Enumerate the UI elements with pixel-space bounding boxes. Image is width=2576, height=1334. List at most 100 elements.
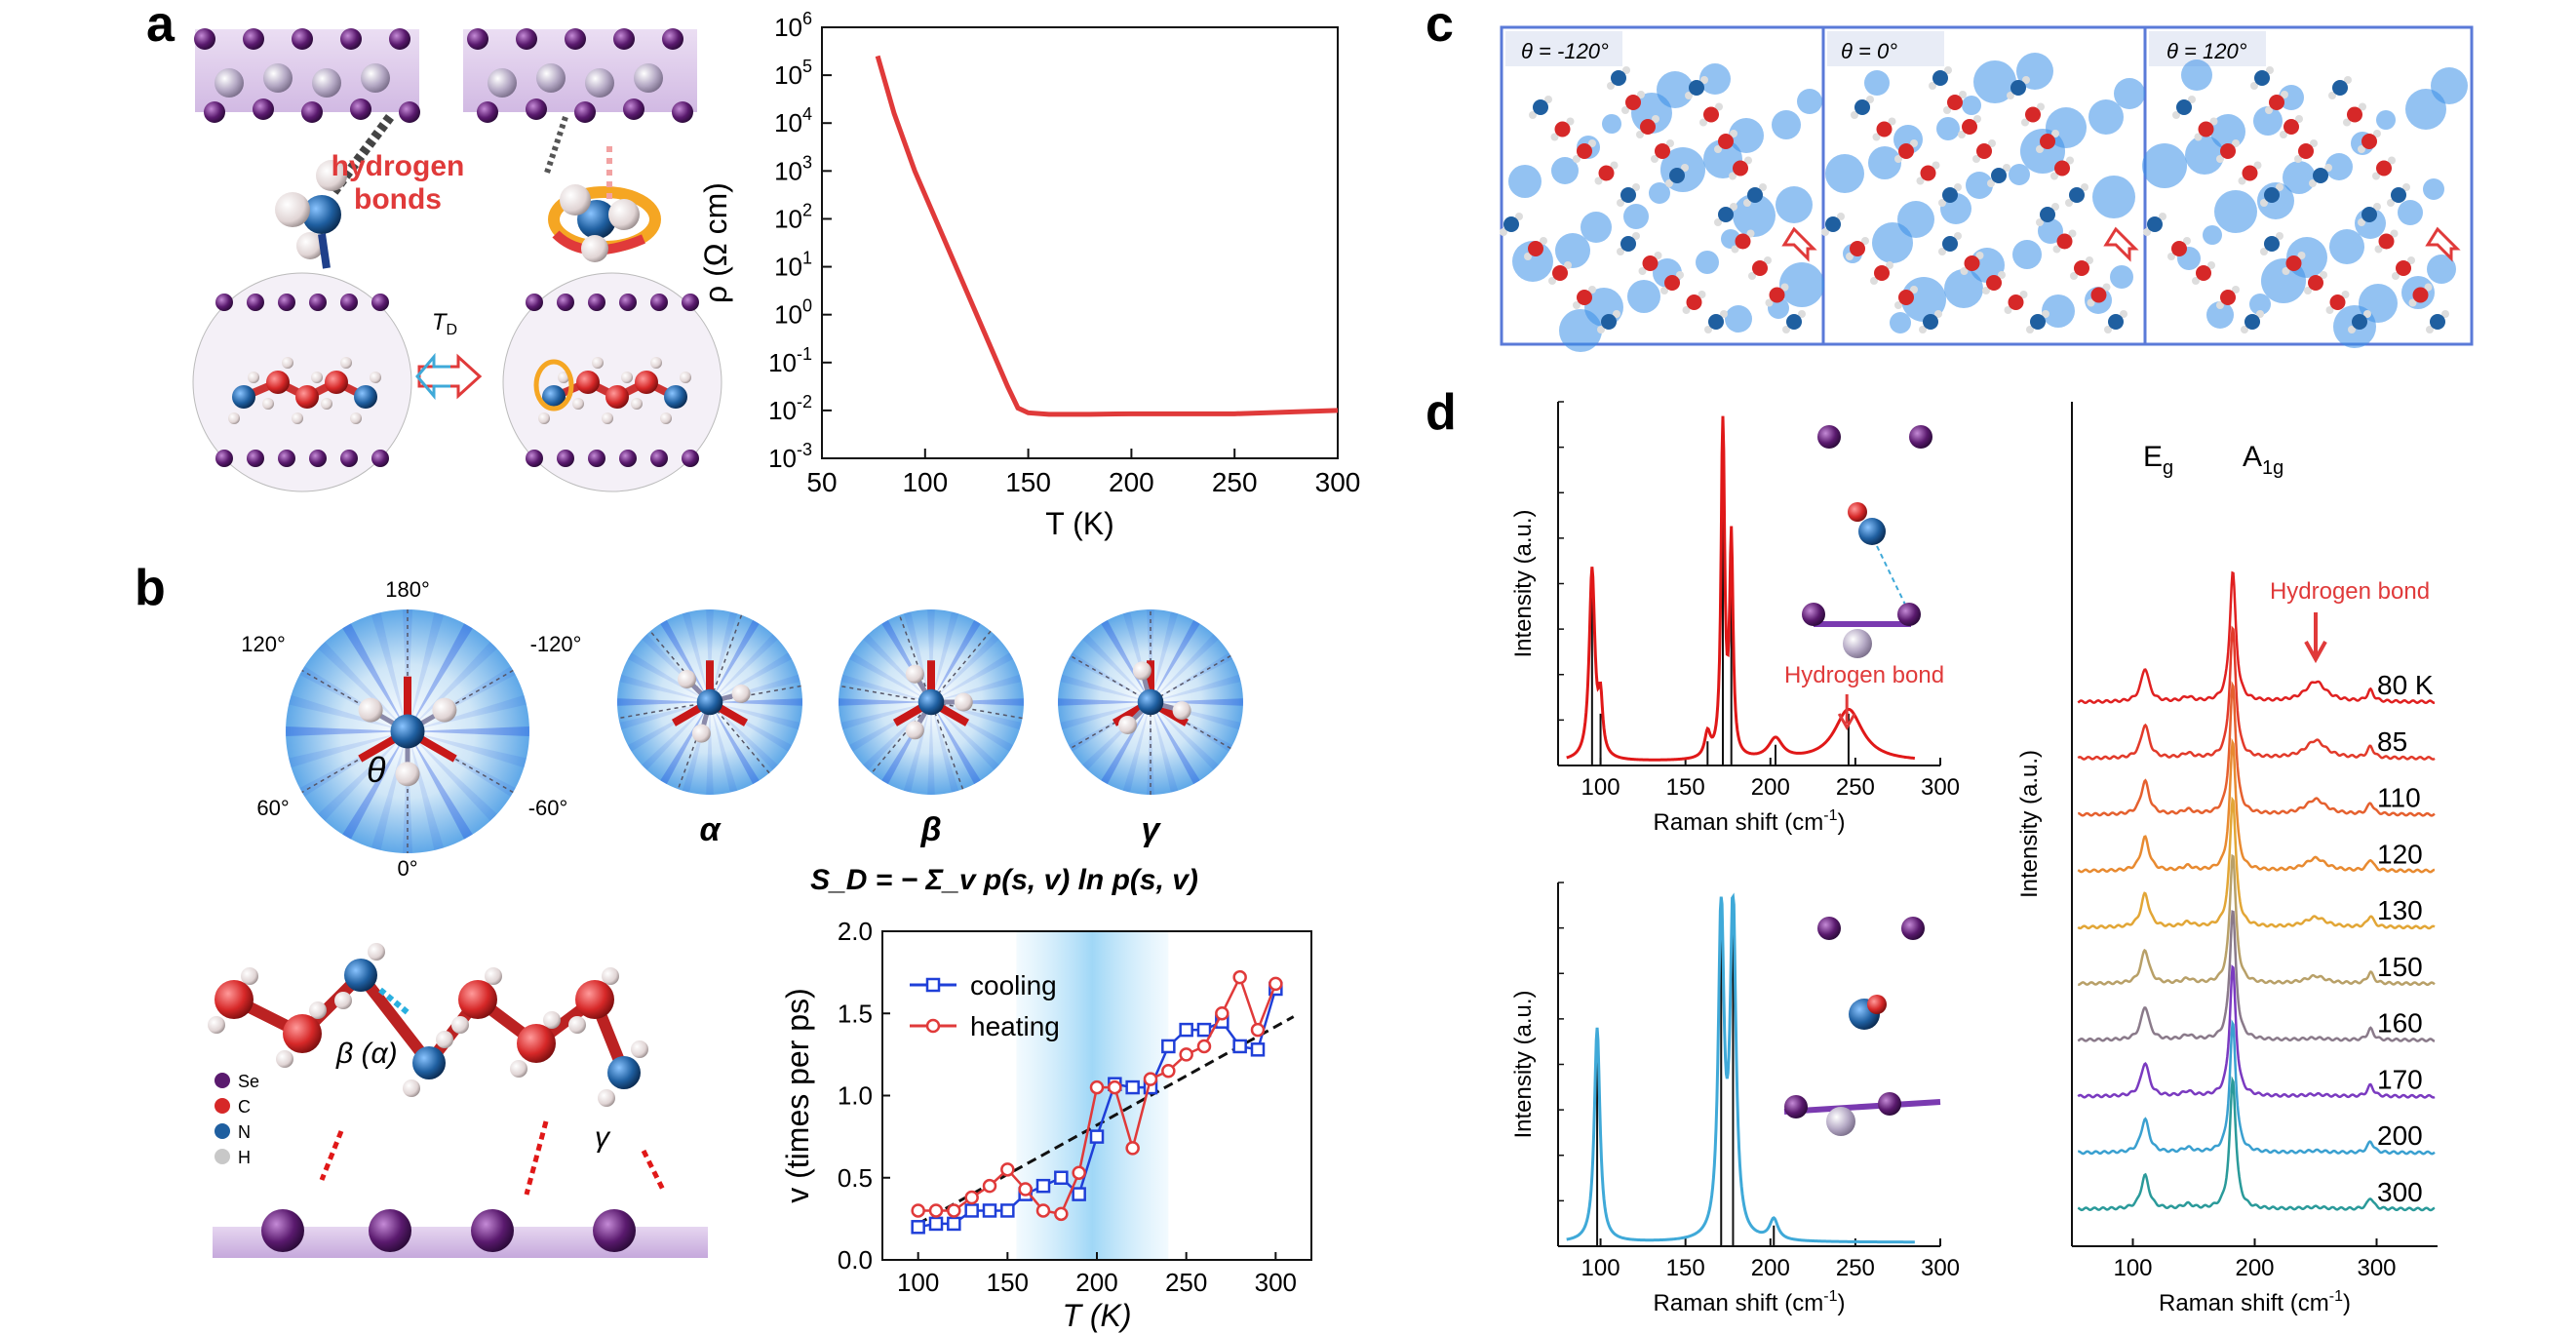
raman-exp-xtick: 300: [2357, 1255, 2396, 1281]
circle-left: [192, 272, 412, 492]
raman-exp-xlabel: Raman shift (cm-1): [2159, 1288, 2351, 1316]
raman-xtick: 100: [1581, 1255, 1620, 1281]
panel-c-angle-2: θ = 0°: [1841, 39, 1897, 63]
v-xtick: 100: [897, 1268, 939, 1297]
temperature-label: 300: [2377, 1177, 2423, 1207]
raman-xlabel: Raman shift (cm-1): [1654, 1288, 1846, 1316]
hb-annotation-exp: Hydrogen bond: [2270, 578, 2430, 605]
rho-ylabel: ρ (Ω cm): [698, 182, 733, 303]
rho-xlabel: T (K): [1045, 506, 1114, 541]
point-heating: [982, 1178, 997, 1194]
v-ytick: 1.5: [838, 999, 873, 1028]
temperature-label: 85: [2377, 726, 2407, 757]
point-heating: [1161, 1063, 1176, 1079]
v-ylabel: v (times per ps): [780, 988, 815, 1202]
raman-xtick: 200: [1751, 1255, 1790, 1281]
point-cooling: [1125, 1079, 1140, 1095]
switching-rate-chart: 100 150 200 250 300 0.0 0.5 1.0 1.5 2.0 T (K) v (ti…: [780, 917, 1312, 1333]
v-xtick: 300: [1255, 1268, 1297, 1297]
hydrogen-bonds-label-line2: bonds: [354, 183, 442, 216]
raman-exp-xtick: 200: [2235, 1255, 2274, 1281]
raman-xtick: 200: [1751, 774, 1790, 801]
raman-exp-curve: [2078, 681, 2436, 817]
panel-label-a: a: [146, 0, 176, 53]
raman-xtick: 250: [1836, 1255, 1875, 1281]
raman-sim-curve: [1566, 892, 1915, 1244]
point-cooling: [1196, 1022, 1212, 1038]
point-heating: [1018, 1182, 1033, 1197]
point-cooling: [928, 1216, 944, 1232]
point-heating: [964, 1190, 979, 1205]
raman-sim-curve: [1566, 415, 1916, 762]
point-heating: [947, 1203, 961, 1218]
rho-ytick: 101: [774, 249, 812, 282]
point-cooling: [1250, 1042, 1266, 1057]
resistivity-chart: 50 100 150 200 250 300 10-3 10-2 10-1 100 101 102 10…: [698, 9, 1360, 541]
temperature-label: 120: [2377, 839, 2423, 869]
v-ytick: 1.0: [838, 1081, 873, 1111]
v-ytick: 0.5: [838, 1163, 873, 1193]
angle-label-180: 180°: [385, 577, 430, 602]
raman-exp-curve: [2077, 737, 2436, 874]
panel-c-angle-1: θ = -120°: [1521, 39, 1609, 63]
v-ytick: 0.0: [838, 1245, 873, 1275]
raman-ylabel: Intensity (a.u.): [1510, 509, 1537, 657]
point-heating: [1143, 1072, 1158, 1086]
point-cooling: [1000, 1203, 1015, 1218]
atom-legend: Se C N H: [215, 1072, 259, 1167]
raman-exp-ylabel: Intensity (a.u.): [2016, 750, 2043, 898]
panel-a-structures: hydrogen bonds TD: [192, 28, 722, 492]
panel-label-b: b: [135, 560, 166, 616]
angle-label-m120: -120°: [530, 632, 582, 656]
v-xtick: 200: [1075, 1268, 1117, 1297]
legend-heating: heating: [970, 1011, 1060, 1041]
rho-ytick: 100: [774, 296, 812, 330]
rho-xtick: 50: [806, 467, 837, 497]
conformer-alpha: α: [699, 811, 722, 848]
rho-ytick: 104: [774, 104, 812, 137]
raman-exp-curve: [2077, 625, 2436, 761]
v-ytick: 2.0: [838, 917, 873, 946]
panel-c-density: [1500, 25, 2474, 352]
raman-xtick: 150: [1666, 1255, 1705, 1281]
point-cooling: [911, 1220, 925, 1235]
rho-ytick: 10-1: [768, 344, 812, 377]
point-heating: [1250, 1022, 1266, 1038]
temperature-label: 110: [2377, 783, 2421, 813]
rho-xtick: 300: [1315, 467, 1361, 497]
point-cooling: [982, 1203, 997, 1218]
hydrogen-bonds-label-line1: hydrogen: [332, 150, 465, 182]
rho-xtick: 200: [1109, 467, 1154, 497]
entropy-formula: S_D = − Σ_v p(s, v) ln p(s, v): [810, 864, 1198, 896]
point-heating: [1179, 1047, 1193, 1062]
rho-xtick: 150: [1005, 467, 1051, 497]
raman-sim-bottom-chart: 100 150 200 250 300 Raman shift (cm-1) Intensi…: [1510, 882, 1960, 1316]
mode-label-eg: Eg: [2143, 441, 2173, 479]
panel-label-c: c: [1425, 0, 1454, 53]
conformer-beta: β: [919, 811, 941, 848]
n-atom-left: [302, 195, 341, 234]
panel-b-polar: 180° 120° -120° 60° -60° 0°: [241, 577, 1243, 881]
adsorbed-chain: β (α) γ Se C N H: [208, 943, 708, 1258]
rho-ytick: 10-3: [768, 440, 812, 473]
point-cooling: [1161, 1039, 1176, 1054]
raman-ylabel: Intensity (a.u.): [1510, 990, 1537, 1138]
point-heating: [1108, 1079, 1122, 1095]
hb-annotation-sim: Hydrogen bond: [1784, 662, 1944, 688]
rho-ytick: 10-2: [768, 392, 812, 425]
temperature-label: 200: [2377, 1120, 2423, 1151]
point-heating: [1000, 1162, 1015, 1177]
rho-ytick: 102: [774, 200, 812, 233]
raman-xtick: 150: [1666, 774, 1705, 801]
svg-text:C: C: [238, 1097, 251, 1117]
angle-label-60: 60°: [256, 796, 289, 820]
raman-exp-curve: [2078, 853, 2436, 987]
raman-exp-curve: [2077, 1076, 2436, 1212]
raman-sim-top-chart: 100 150 200 250 300 Raman shift (cm-1) Intensi…: [1510, 401, 1960, 836]
svg-text:Se: Se: [238, 1072, 259, 1091]
svg-text:H: H: [238, 1148, 251, 1167]
temperature-label: 170: [2377, 1064, 2423, 1094]
mode-label-a1g: A1g: [2243, 441, 2283, 479]
slab-atoms: [194, 28, 693, 123]
